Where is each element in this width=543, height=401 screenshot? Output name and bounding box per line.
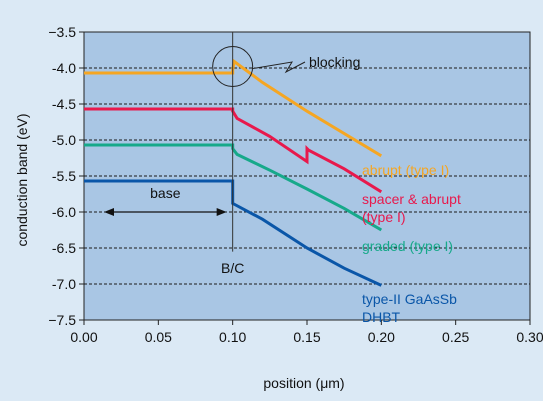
x-tick-label: 0.10 — [219, 329, 246, 345]
y-tick-label: -6.0 — [52, 204, 76, 220]
y-axis-ticks: −3.5 -4.0 -4.5 -5.0 -5.5 -6.0 -6.5 -7.0 −7.5 — [48, 24, 84, 328]
x-tick-label: 0.15 — [293, 329, 320, 345]
annotations: blocking base B/C — [104, 32, 360, 276]
blocking-pointer — [252, 61, 306, 74]
series-label-line: abrupt (type I) — [362, 162, 449, 178]
x-tick-label: 0.20 — [368, 329, 395, 345]
base-label: base — [150, 185, 181, 201]
series-label: graded (type I) — [362, 238, 453, 254]
series-labels: abrupt (type I) spacer & abrupt (type I) gr… — [362, 162, 461, 325]
x-tick-label: 0.00 — [70, 329, 97, 345]
y-tick-label: -4.5 — [52, 96, 76, 112]
series-label-line: graded (type I) — [362, 238, 453, 254]
y-tick-label: -7.0 — [52, 276, 76, 292]
y-tick-label: -5.0 — [52, 132, 76, 148]
blocking-circle — [212, 46, 254, 88]
base-arrow-right-head — [216, 208, 227, 216]
y-tick-label: -5.5 — [52, 168, 76, 184]
series-label-line: spacer & abrupt — [362, 191, 461, 207]
y-tick-label: -6.5 — [52, 240, 76, 256]
base-arrow-left-head — [104, 208, 114, 216]
y-tick-label: −3.5 — [48, 24, 76, 40]
series-label: spacer & abrupt (type I) — [362, 191, 461, 225]
y-tick-label: −7.5 — [48, 312, 76, 328]
series-label: type-II GaAsSb DHBT — [362, 291, 457, 325]
x-axis-ticks: 0.00 0.05 0.10 0.15 0.20 0.25 0.30 — [70, 320, 543, 345]
interface-label: B/C — [221, 260, 244, 276]
y-tick-label: -4.0 — [52, 60, 76, 76]
x-axis-title: position (μm) — [263, 375, 344, 391]
x-tick-label: 0.30 — [516, 329, 543, 345]
blocking-label: blocking — [309, 54, 360, 70]
series-label: abrupt (type I) — [362, 162, 449, 178]
series-label-line: (type I) — [362, 209, 406, 225]
series-label-line: type-II GaAsSb — [362, 291, 457, 307]
x-tick-label: 0.05 — [145, 329, 172, 345]
series-label-line: DHBT — [362, 309, 401, 325]
y-axis-title: conduction band (eV) — [14, 113, 30, 246]
x-tick-label: 0.25 — [442, 329, 469, 345]
